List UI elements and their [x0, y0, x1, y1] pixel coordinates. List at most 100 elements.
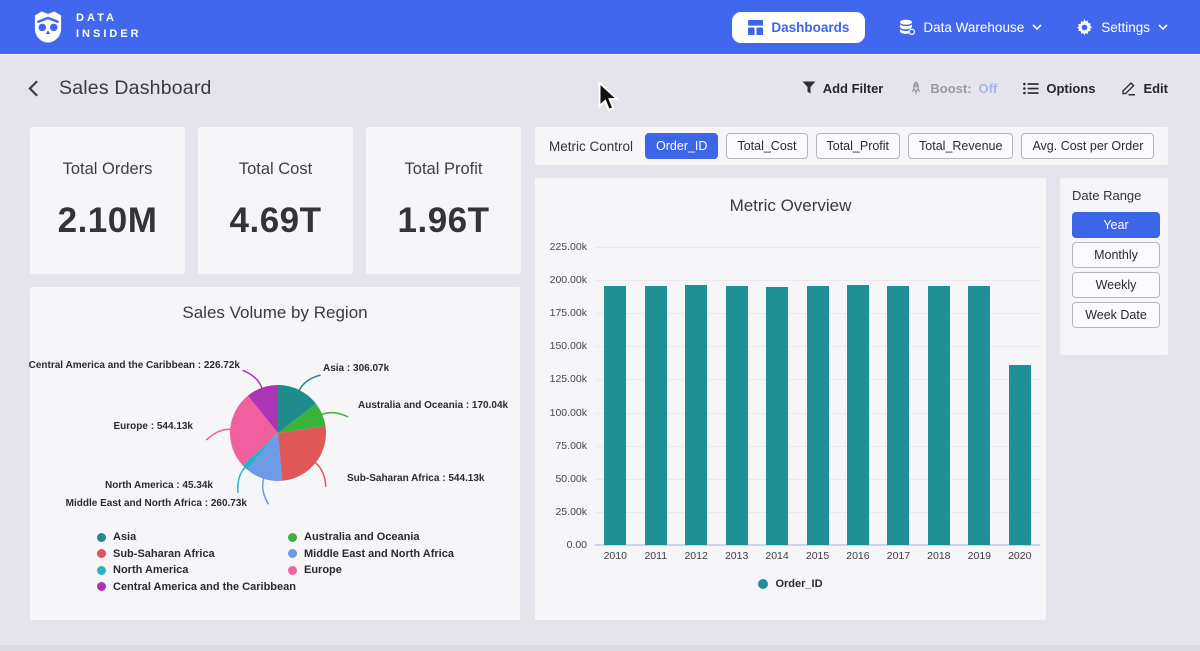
list-options-icon [1023, 82, 1039, 95]
pie-label-mena: Middle East and North Africa : 260.73k [66, 498, 247, 509]
legend-item-australia-and-oceania[interactable]: Australia and Oceania [288, 531, 420, 543]
bar-2019[interactable] [968, 286, 990, 545]
legend-label: Australia and Oceania [304, 531, 420, 543]
pie-slice-sub-saharan-africa[interactable] [278, 426, 326, 481]
edit-pencil-icon [1121, 81, 1136, 96]
dashboard-subheader: Sales Dashboard Add Filter Boost: Off [0, 55, 1200, 121]
rocket-icon [909, 81, 923, 96]
options-button[interactable]: Options [1023, 81, 1095, 96]
pie-label-sub-saharan-africa: Sub-Saharan Africa : 544.13k [347, 473, 484, 484]
legend-item-asia[interactable]: Asia [97, 531, 136, 543]
sales-volume-panel: Sales Volume by Region Asia : 306.07k Au… [30, 287, 520, 620]
date-range-weekly[interactable]: Weekly [1072, 272, 1160, 298]
bar-2013[interactable] [726, 286, 748, 545]
legend-label: North America [113, 564, 188, 576]
data-warehouse-menu[interactable]: Data Warehouse [899, 19, 1042, 35]
pie-callout-line [299, 375, 321, 391]
bar-2015[interactable] [807, 286, 829, 545]
app-name: DATA INSIDER [76, 11, 142, 43]
metric-chip-group: Order_ID Total_Cost Total_Profit Total_Reve… [645, 133, 1154, 159]
y-axis-tick: 100.00k [535, 407, 587, 419]
pie-callout-line [238, 467, 246, 493]
date-range-year[interactable]: Year [1072, 212, 1160, 238]
pie-callout-line [206, 429, 231, 440]
bar-2018[interactable] [928, 286, 950, 545]
x-axis-tick: 2019 [959, 550, 1000, 562]
y-axis-tick: 200.00k [535, 274, 587, 286]
gridline [595, 247, 1040, 248]
kpi-card-total-orders: Total Orders 2.10M [30, 127, 185, 274]
metric-chip-total-profit[interactable]: Total_Profit [816, 133, 901, 159]
legend-label: Europe [304, 564, 342, 576]
settings-menu[interactable]: Settings [1076, 19, 1168, 36]
y-axis-tick: 225.00k [535, 241, 587, 253]
y-axis-tick: 150.00k [535, 340, 587, 352]
bar-2016[interactable] [847, 285, 869, 545]
legend-label: Asia [113, 531, 136, 543]
x-axis-tick: 2014 [757, 550, 798, 562]
date-range-monthly[interactable]: Monthly [1072, 242, 1160, 268]
x-axis-tick: 2016 [838, 550, 879, 562]
bottom-edge [0, 645, 1200, 651]
add-filter-button[interactable]: Add Filter [802, 81, 884, 96]
chevron-down-icon [1158, 24, 1168, 30]
x-axis-tick: 2011 [636, 550, 677, 562]
pie-callout-line [243, 370, 263, 388]
date-range-panel: Date Range YearMonthlyWeeklyWeek Date [1060, 178, 1168, 355]
page-title: Sales Dashboard [59, 77, 212, 100]
legend-item-central-america-and-the-caribbean[interactable]: Central America and the Caribbean [97, 581, 296, 593]
x-axis-tick: 2017 [878, 550, 919, 562]
kpi-value: 1.96T [366, 201, 521, 241]
legend-dot [97, 582, 106, 591]
back-button[interactable] [28, 80, 39, 97]
legend-dot [288, 533, 297, 542]
dashboard-grid-icon [748, 20, 763, 35]
x-axis-tick: 2015 [797, 550, 838, 562]
x-axis-tick: 2020 [1000, 550, 1041, 562]
dashboards-button[interactable]: Dashboards [732, 12, 865, 43]
boost-status: Off [979, 81, 998, 96]
app-logo[interactable]: DATA INSIDER [30, 9, 142, 45]
bar-chart-plot: 225.00k200.00k175.00k150.00k125.00k100.0… [535, 178, 1046, 620]
filter-funnel-icon [802, 81, 816, 95]
legend-item-middle-east-and-north-africa[interactable]: Middle East and North Africa [288, 548, 454, 560]
legend-item-sub-saharan-africa[interactable]: Sub-Saharan Africa [97, 548, 215, 560]
metric-chip-total-cost[interactable]: Total_Cost [726, 133, 807, 159]
dashboards-label: Dashboards [771, 20, 849, 35]
metric-overview-panel: Metric Overview 225.00k200.00k175.00k150… [535, 178, 1046, 620]
bar-2014[interactable] [766, 287, 788, 546]
y-axis-tick: 125.00k [535, 373, 587, 385]
legend-item-north-america[interactable]: North America [97, 564, 188, 576]
metric-chip-avg-cost-per-order[interactable]: Avg. Cost per Order [1021, 133, 1154, 159]
legend-dot [97, 566, 106, 575]
bar-2010[interactable] [604, 286, 626, 545]
bar-2020[interactable] [1009, 365, 1031, 545]
bar-chart-legend[interactable]: Order_ID [535, 578, 1046, 590]
bar-2017[interactable] [887, 286, 909, 545]
pie-label-central-america: Central America and the Caribbean : 226.… [29, 360, 240, 371]
kpi-value: 4.69T [198, 201, 353, 241]
navbar: DATA INSIDER Dashboards D [0, 0, 1200, 55]
pie-callout-line [321, 413, 348, 417]
boost-toggle[interactable]: Boost: Off [909, 81, 997, 96]
kpi-label: Total Orders [30, 160, 185, 179]
owl-logo-icon [30, 9, 66, 45]
edit-button[interactable]: Edit [1121, 81, 1168, 96]
pie-label-asia: Asia : 306.07k [323, 363, 389, 374]
legend-item-europe[interactable]: Europe [288, 564, 342, 576]
metric-chip-order-id[interactable]: Order_ID [645, 133, 718, 159]
legend-label: Central America and the Caribbean [113, 581, 296, 593]
gridline [595, 280, 1040, 281]
chevron-down-icon [1032, 24, 1042, 30]
metric-chip-total-revenue[interactable]: Total_Revenue [908, 133, 1013, 159]
kpi-card-total-cost: Total Cost 4.69T [198, 127, 353, 274]
sales-dashboard-page: DATA INSIDER Dashboards D [0, 0, 1200, 651]
date-range-week-date[interactable]: Week Date [1072, 302, 1160, 328]
pie-label-australia-oceania: Australia and Oceania : 170.04k [358, 400, 508, 411]
bar-2012[interactable] [685, 285, 707, 545]
legend-label: Order_ID [775, 578, 822, 590]
bar-2011[interactable] [645, 286, 667, 545]
y-axis-tick: 75.00k [535, 440, 587, 452]
pie-label-north-america: North America : 45.34k [105, 480, 213, 491]
pie-chart-title: Sales Volume by Region [30, 303, 520, 323]
